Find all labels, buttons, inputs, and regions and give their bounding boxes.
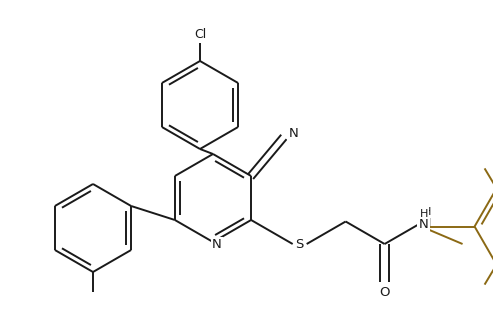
- Text: S: S: [295, 238, 304, 251]
- Text: N: N: [288, 127, 298, 140]
- Text: N: N: [212, 239, 222, 252]
- Text: Cl: Cl: [194, 28, 206, 41]
- Text: H: H: [420, 209, 428, 218]
- Text: H
N: H N: [423, 207, 431, 228]
- Text: N: N: [419, 218, 428, 231]
- Text: O: O: [380, 285, 390, 299]
